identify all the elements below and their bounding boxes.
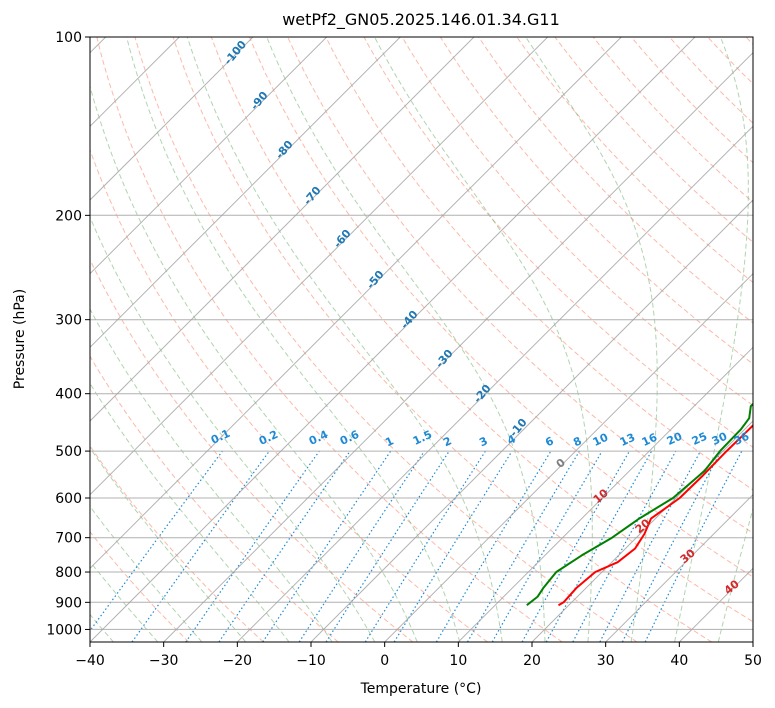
y-tick-label: 600 [55, 491, 82, 507]
mixing-ratio-line [521, 450, 631, 642]
isotherm-line [163, 51, 753, 642]
x-tick-label: 10 [449, 653, 467, 669]
isotherm-line [90, 37, 254, 201]
y-tick-label: 700 [55, 531, 82, 547]
moist-adiabat-line [717, 506, 753, 642]
dry-adiabats [90, 37, 753, 642]
dry-adiabat-line [90, 531, 190, 642]
isotherm-line [531, 420, 753, 642]
y-tick-label: 300 [55, 313, 82, 329]
y-tick-label: 1000 [46, 622, 82, 638]
chart-title: wetPf2_GN05.2025.146.01.34.G11 [282, 10, 560, 30]
plot-frame [89, 36, 754, 643]
y-tick-label: 100 [55, 30, 82, 46]
mixing-ratio-line [393, 450, 513, 642]
moist-adiabat-line [674, 37, 749, 642]
dry-adiabat-line [401, 37, 753, 406]
x-tick-label: 30 [597, 653, 615, 669]
y-tick-label: 900 [55, 595, 82, 611]
moist-adiabat-line [266, 37, 546, 642]
dry-adiabat-line [172, 37, 712, 642]
isotherm-line [90, 37, 475, 422]
x-tick-label: −20 [223, 653, 253, 669]
isotherm-line [90, 37, 549, 496]
moist-adiabat-line [186, 37, 503, 642]
mixing-ratio-line [298, 450, 425, 642]
dry-adiabat-line [96, 37, 563, 642]
dry-adiabat-line [90, 148, 488, 642]
dry-adiabat-line [134, 37, 638, 642]
dry-adiabat-line [516, 37, 753, 284]
moist-adiabat-line [90, 382, 290, 642]
mixing-ratio-label: 30 [710, 430, 730, 448]
dry-adiabat-line [210, 37, 753, 623]
skewed-isotherms [90, 37, 753, 642]
dry-adiabat-line [249, 37, 753, 578]
moist-adiabat-line [90, 215, 376, 642]
temperature-profile-line [558, 423, 753, 607]
mixing-ratio-label: 20 [665, 430, 685, 448]
mixing-ratio-label: 10 [591, 431, 611, 449]
y-axis-title: Pressure (hPa) [12, 289, 28, 389]
x-tick-label: 40 [670, 653, 688, 669]
mixing-ratio-label: 16 [640, 431, 660, 449]
mixing-ratio-line [131, 450, 270, 642]
mixing-ratio-label: 36 [732, 430, 752, 448]
x-tick-label: −30 [149, 653, 179, 669]
mixing-ratio-line [545, 450, 653, 642]
mixing-ratio-line [325, 450, 450, 642]
mixing-ratio-line [644, 450, 743, 642]
moist-adiabat-line [90, 447, 247, 642]
isotherm-line [384, 272, 753, 642]
x-axis-title: Temperature (°C) [360, 681, 482, 697]
x-tick-label: −10 [296, 653, 326, 669]
y-tick-label: 800 [55, 565, 82, 581]
moist-adiabat-line [126, 37, 461, 642]
dry-adiabat-line [439, 37, 753, 365]
mixing-ratio-line [262, 450, 392, 642]
x-tick-label: 0 [380, 653, 389, 669]
plot-area: -100-90-80-70-60-50-40-30-20-100.1 0.2 0.4… [90, 37, 753, 642]
y-tick-label: 200 [55, 208, 82, 224]
isotherm-line [236, 125, 753, 642]
x-tick-label: 20 [523, 653, 541, 669]
isotherm-line [90, 37, 696, 642]
mixing-ratio-line [218, 450, 351, 642]
dry-adiabat-line [90, 355, 339, 642]
moist-adiabat-line [525, 37, 658, 642]
isotherm-line [457, 346, 753, 642]
dewpoint-profile-line [526, 402, 753, 606]
x-tick-label: 50 [744, 653, 762, 669]
moist-adiabat-line [374, 37, 593, 642]
profile-series [526, 402, 753, 607]
moist-adiabats [90, 37, 753, 642]
isotherm-line [310, 199, 753, 642]
axes: −40 −30 −20 −10 0 10 20 30 40 50 100 200 300 400 500 60… [46, 30, 762, 669]
isotherm-line [90, 37, 622, 570]
y-tick-label: 400 [55, 387, 82, 403]
isotherm-line [90, 37, 328, 275]
moist-adiabat-line [90, 308, 333, 642]
mixing-ratio-label: 25 [690, 430, 709, 448]
x-tick-label: −40 [75, 653, 105, 669]
mixing-ratio-line [185, 450, 320, 642]
isotherm-line [605, 493, 753, 642]
dry-adiabat-line [325, 37, 753, 491]
dry-adiabat-line [90, 445, 264, 642]
mixing-ratio-label: 13 [618, 431, 637, 449]
mixing-ratio-line [90, 450, 223, 632]
isotherm-line [90, 37, 401, 349]
y-tick-label: 500 [55, 444, 82, 460]
